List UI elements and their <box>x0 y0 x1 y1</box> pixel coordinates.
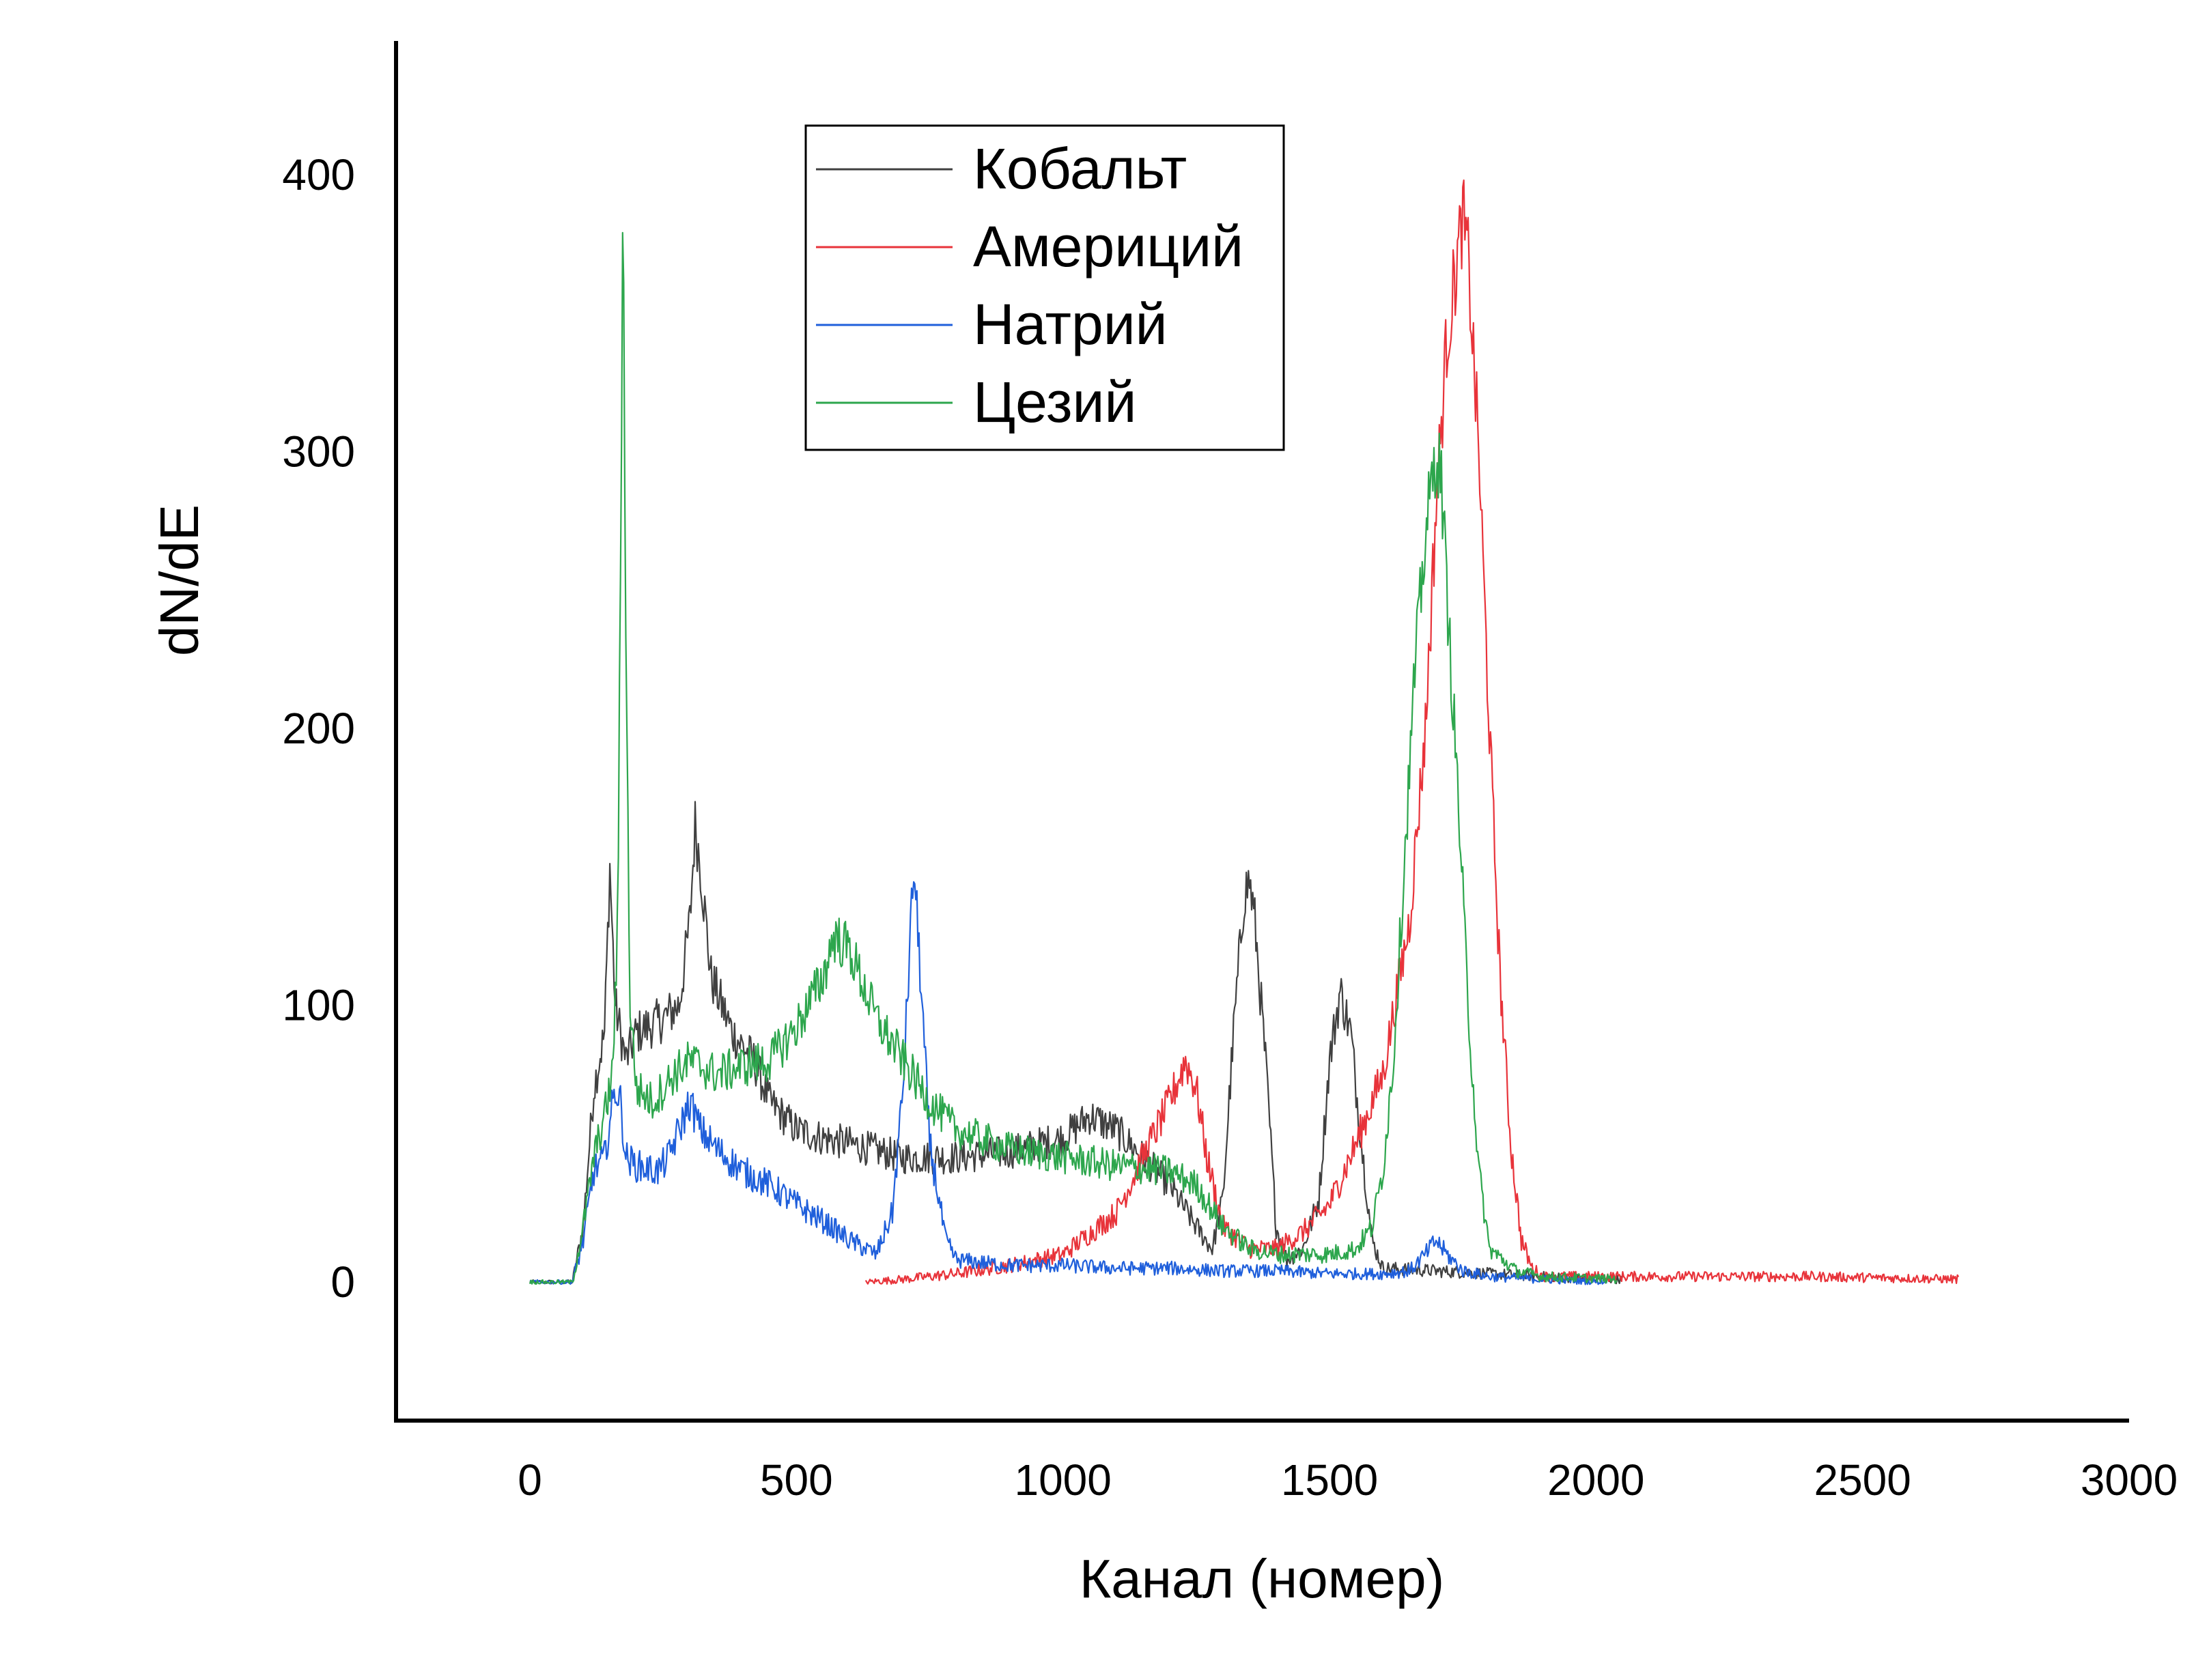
y-tick-label: 300 <box>282 427 355 476</box>
legend-label: Натрий <box>973 292 1168 356</box>
series-line <box>864 179 1960 1285</box>
x-tick-label: 3000 <box>2081 1455 2178 1505</box>
legend-box <box>804 124 1285 451</box>
x-tick-labels: 0 500 1000 1500 2000 2500 3000 <box>518 1455 2178 1505</box>
series-line <box>529 801 1624 1285</box>
legend-label: Америций <box>973 214 1243 279</box>
y-tick-label: 200 <box>282 704 355 753</box>
x-tick-label: 2000 <box>1547 1455 1644 1505</box>
legend-label: Цезий <box>973 370 1136 434</box>
y-tick-label: 400 <box>282 150 355 199</box>
x-axis-title: Канал (номер) <box>1080 1548 1445 1609</box>
axes <box>394 41 2129 1423</box>
series-line <box>529 231 1618 1285</box>
y-tick-labels: 0 100 200 300 400 <box>282 150 355 1307</box>
x-tick-label: 500 <box>760 1455 833 1505</box>
series-lines <box>529 179 1960 1285</box>
y-axis-title: dN/dE <box>149 504 210 656</box>
x-tick-label: 1500 <box>1281 1455 1378 1505</box>
x-tick-label: 2500 <box>1814 1455 1911 1505</box>
y-tick-label: 100 <box>282 981 355 1030</box>
series-line <box>529 881 1607 1285</box>
x-tick-label: 0 <box>518 1455 542 1505</box>
legend: Кобальт Америций Натрий Цезий <box>804 124 1285 451</box>
y-tick-label: 0 <box>330 1257 355 1307</box>
legend-label: Кобальт <box>973 137 1187 201</box>
x-tick-label: 1000 <box>1014 1455 1111 1505</box>
